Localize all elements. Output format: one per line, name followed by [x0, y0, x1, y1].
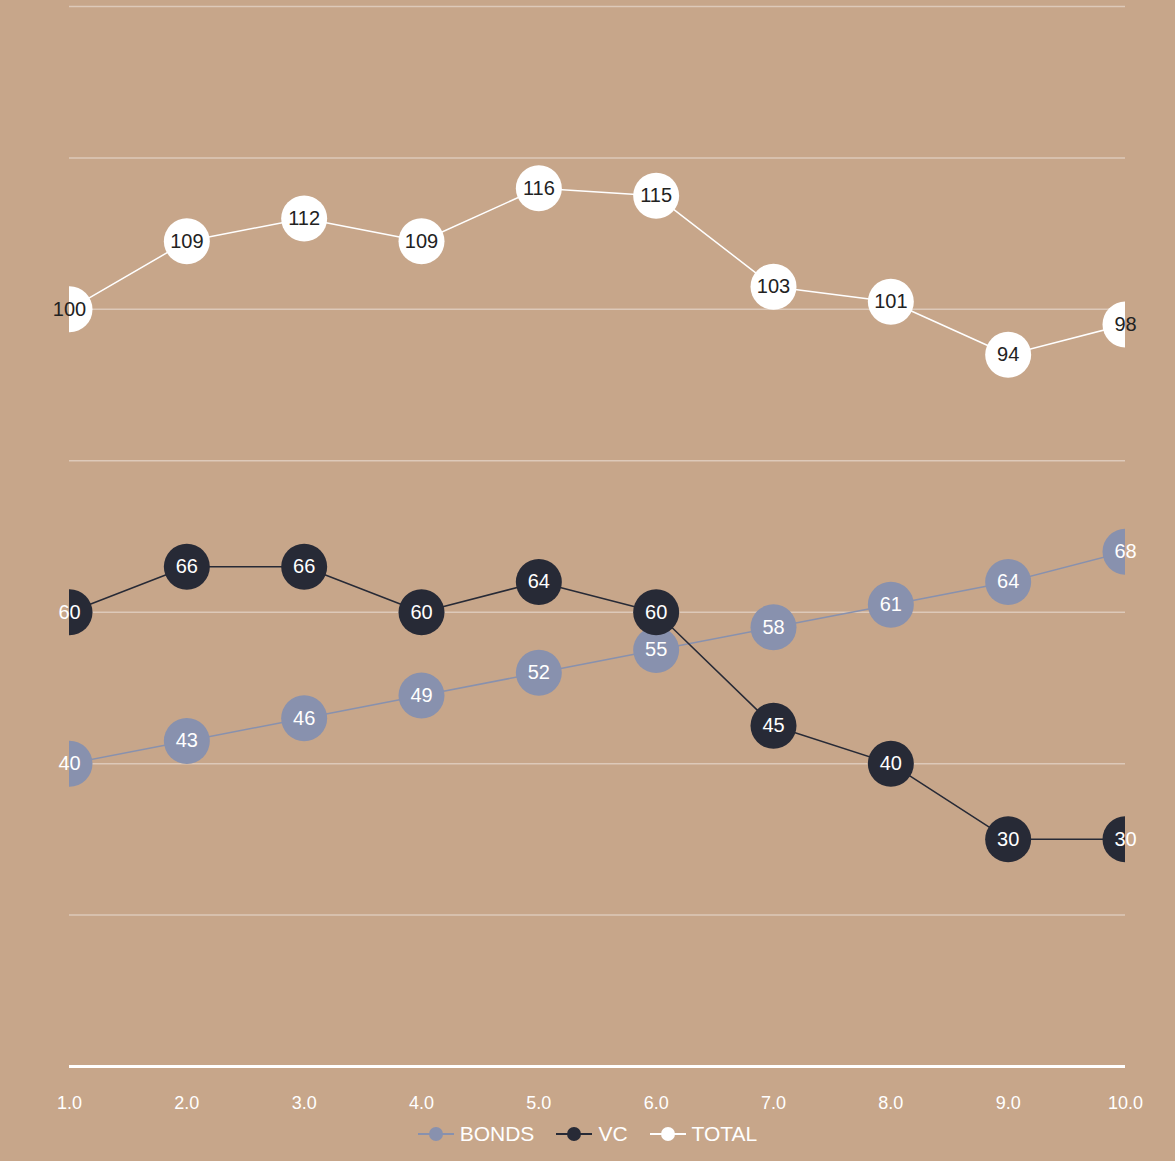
svg-text:94: 94	[997, 343, 1019, 365]
svg-text:101: 101	[874, 290, 907, 312]
svg-text:66: 66	[176, 555, 198, 577]
svg-text:49: 49	[410, 684, 432, 706]
svg-text:52: 52	[528, 661, 550, 683]
svg-text:30: 30	[1114, 828, 1136, 850]
svg-text:30: 30	[997, 828, 1019, 850]
svg-text:46: 46	[293, 707, 315, 729]
svg-text:112: 112	[288, 207, 320, 229]
svg-text:1.0: 1.0	[57, 1093, 82, 1113]
svg-text:7.0: 7.0	[761, 1093, 786, 1113]
svg-text:58: 58	[762, 616, 784, 638]
svg-text:5.0: 5.0	[526, 1093, 551, 1113]
svg-text:8.0: 8.0	[878, 1093, 903, 1113]
svg-text:64: 64	[528, 570, 550, 592]
svg-text:2.0: 2.0	[174, 1093, 199, 1113]
svg-text:68: 68	[1114, 540, 1136, 562]
svg-text:4.0: 4.0	[409, 1093, 434, 1113]
svg-text:40: 40	[880, 752, 902, 774]
svg-text:60: 60	[645, 601, 667, 623]
svg-text:9.0: 9.0	[996, 1093, 1021, 1113]
svg-text:115: 115	[640, 184, 672, 206]
svg-text:64: 64	[997, 570, 1019, 592]
svg-text:3.0: 3.0	[292, 1093, 317, 1113]
svg-text:45: 45	[762, 714, 784, 736]
svg-text:40: 40	[58, 752, 80, 774]
html-text:BONDS: BONDS	[459, 1122, 535, 1145]
svg-text:43: 43	[176, 729, 198, 751]
svg-text:60: 60	[410, 601, 432, 623]
html-text:VC: VC	[598, 1122, 628, 1145]
svg-text:103: 103	[757, 275, 790, 297]
html-text:TOTAL: TOTAL	[691, 1122, 758, 1145]
svg-text:109: 109	[405, 230, 438, 252]
svg-text:116: 116	[523, 177, 555, 199]
svg-text:100: 100	[53, 298, 86, 320]
svg-text:98: 98	[1114, 313, 1136, 335]
svg-text:66: 66	[293, 555, 315, 577]
svg-text:10.0: 10.0	[1108, 1093, 1143, 1113]
svg-text:60: 60	[58, 601, 80, 623]
svg-text:55: 55	[645, 638, 667, 660]
svg-text:61: 61	[880, 593, 902, 615]
svg-text:6.0: 6.0	[644, 1093, 669, 1113]
svg-text:109: 109	[170, 230, 203, 252]
